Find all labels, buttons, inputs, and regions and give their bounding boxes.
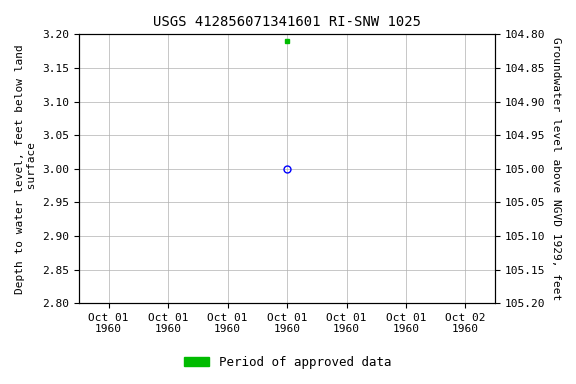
Y-axis label: Depth to water level, feet below land
 surface: Depth to water level, feet below land su… [15,44,37,294]
Y-axis label: Groundwater level above NGVD 1929, feet: Groundwater level above NGVD 1929, feet [551,37,561,300]
Legend: Period of approved data: Period of approved data [179,351,397,374]
Title: USGS 412856071341601 RI-SNW 1025: USGS 412856071341601 RI-SNW 1025 [153,15,421,29]
